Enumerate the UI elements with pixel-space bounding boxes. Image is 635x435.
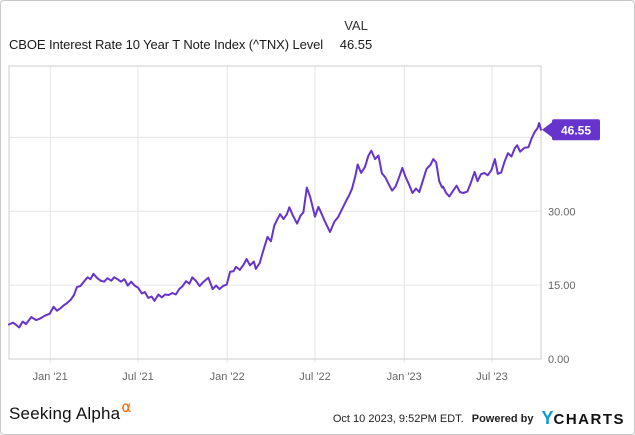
y-tick-label: 0.00 — [548, 354, 569, 366]
y-tick-label: 30.00 — [548, 206, 576, 218]
seeking-alpha-wordmark: Seeking Alpha — [9, 404, 121, 423]
x-tick-label: Jul '23 — [476, 371, 507, 383]
x-tick-label: Jul '22 — [299, 371, 330, 383]
alpha-icon: α — [121, 398, 132, 416]
value-badge-label: 46.55 — [561, 123, 591, 137]
val-current-value: 46.55 — [339, 37, 373, 52]
val-column-header: VAL — [344, 18, 368, 33]
ycharts-y-icon: Y — [541, 408, 554, 428]
timestamp: Oct 10 2023, 9:52PM EDT. — [332, 412, 464, 425]
x-tick-label: Jul '21 — [122, 371, 153, 383]
footer-attribution: Oct 10 2023, 9:52PM EDT. Powered by Y CHA… — [333, 408, 625, 429]
value-badge-arrow — [542, 122, 552, 138]
ycharts-logo: Y CHARTS — [541, 408, 625, 429]
series-title: CBOE Interest Rate 10 Year T Note Index … — [9, 37, 324, 52]
plot-border — [8, 65, 542, 360]
series-line — [8, 122, 542, 329]
powered-by-label: Powered by — [471, 412, 534, 425]
x-tick-label: Jan '22 — [210, 371, 245, 383]
value-badge — [552, 119, 600, 141]
y-tick-label: 15.00 — [548, 280, 576, 292]
seeking-alpha-logo: Seeking Alphaα — [9, 398, 131, 424]
x-tick-label: Jan '21 — [33, 371, 68, 383]
line-chart: 0.00 15.00 30.00 Jan '21 Jul '21 Jan '22 Jul '… — [8, 65, 600, 383]
x-tick-label: Jan '23 — [387, 371, 422, 383]
ycharts-wordmark: CHARTS — [553, 411, 625, 428]
